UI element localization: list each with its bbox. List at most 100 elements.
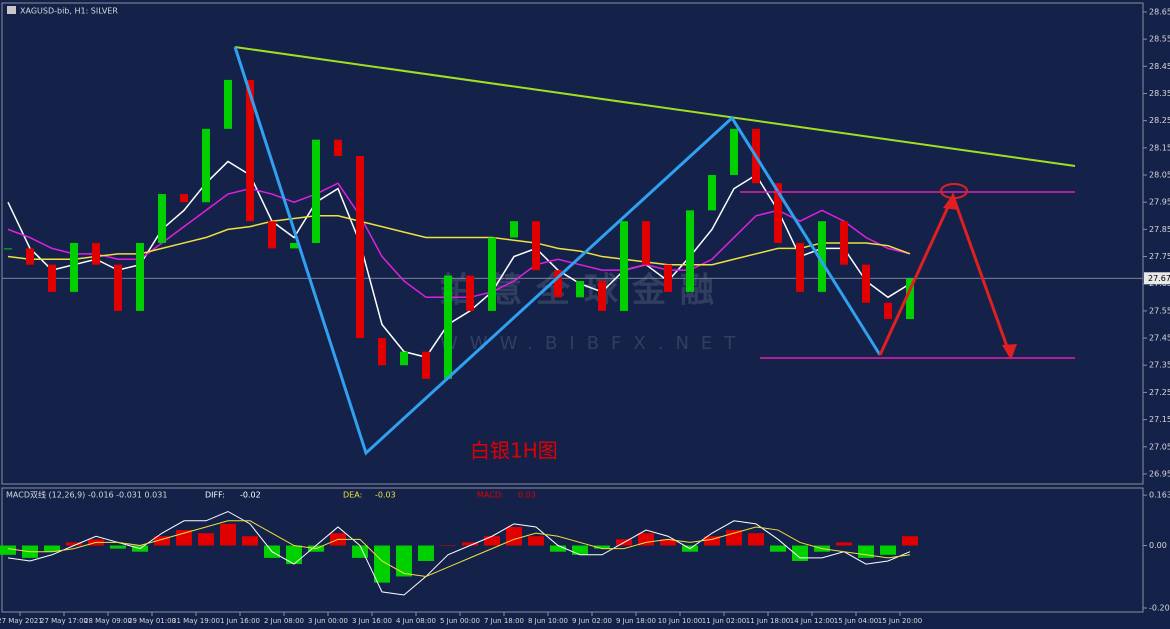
y-tick-label: 27.55 xyxy=(1149,306,1170,315)
macd-bar xyxy=(594,545,610,549)
main-panel xyxy=(1,2,1144,485)
x-tick-label: 15 Jun 20:00 xyxy=(878,617,922,625)
y-tick-label: 28.45 xyxy=(1149,62,1170,71)
candle xyxy=(708,175,716,211)
x-tick-label: 2 Jun 08:00 xyxy=(264,617,304,625)
candle xyxy=(224,79,232,129)
x-tick-label: 28 May 09:00 xyxy=(84,617,132,625)
macd-label: MACD: xyxy=(477,491,504,500)
macd-bar xyxy=(66,542,82,546)
moving-average xyxy=(7,215,911,266)
candle xyxy=(26,248,34,265)
candle xyxy=(730,128,738,176)
last-price-box xyxy=(1144,272,1170,285)
y-tick-label: 26.95 xyxy=(1149,469,1170,478)
candle xyxy=(312,139,320,243)
y-tick-label: 27.45 xyxy=(1149,334,1170,343)
y-tick-label: 27.95 xyxy=(1149,198,1170,207)
candle xyxy=(136,242,144,311)
candle xyxy=(378,338,386,366)
watermark-url: WWW.BIBFX.NET xyxy=(440,333,747,354)
x-tick-label: 11 Jun 18:00 xyxy=(746,617,790,625)
dea-line xyxy=(7,520,911,577)
macd-bar xyxy=(418,545,434,561)
macd-bar xyxy=(572,545,588,555)
candle xyxy=(862,264,870,303)
y-tick-label: 27.15 xyxy=(1149,415,1170,424)
last-price-label: 27.67 xyxy=(1148,274,1170,283)
macd-bar xyxy=(176,530,192,546)
macd-bar xyxy=(484,536,500,546)
symbol-icon xyxy=(7,6,16,14)
y-tick-label: 28.35 xyxy=(1149,89,1170,98)
x-tick-label: 11 Jun 02:00 xyxy=(702,617,746,625)
x-tick-label: 14 Jun 12:00 xyxy=(790,617,834,625)
candle xyxy=(598,281,606,311)
candle xyxy=(532,221,540,271)
macd-bar xyxy=(0,545,16,555)
macd-bar xyxy=(550,545,566,552)
dea-value: -0.03 xyxy=(375,491,396,500)
arrow-head xyxy=(943,194,958,210)
macd-bar xyxy=(396,545,412,577)
candle xyxy=(70,242,78,292)
y-tick-label: 28.65 xyxy=(1149,7,1170,16)
y-tick-label: 27.25 xyxy=(1149,388,1170,397)
candle xyxy=(576,281,584,298)
candle xyxy=(818,221,826,292)
x-tick-label: 10 Jun 10:00 xyxy=(658,617,702,625)
x-tick-label: 9 Jun 18:00 xyxy=(616,617,656,625)
macd-bar xyxy=(44,545,60,552)
macd-bar xyxy=(704,536,720,546)
candle xyxy=(554,270,562,298)
candle xyxy=(884,302,892,320)
y-tick-label: 28.05 xyxy=(1149,171,1170,180)
y-tick-label: 28.25 xyxy=(1149,116,1170,125)
candle xyxy=(620,221,628,311)
candle xyxy=(444,275,452,379)
diff-label: DIFF: xyxy=(205,491,225,500)
x-tick-label: 27 May 2021 xyxy=(0,617,43,625)
arrow-head xyxy=(1002,344,1017,360)
candle xyxy=(510,221,518,238)
candle xyxy=(906,278,914,320)
macd-bar xyxy=(748,533,764,546)
candle xyxy=(92,242,100,265)
x-tick-label: 8 Jun 10:00 xyxy=(528,617,568,625)
macd-bar xyxy=(792,545,808,561)
x-tick-label: 3 Jun 00:00 xyxy=(308,617,348,625)
x-tick-label: 31 May 19:00 xyxy=(172,617,220,625)
y-tick-label: 27.35 xyxy=(1149,361,1170,370)
macd-bar xyxy=(220,523,236,546)
y-tick-label: 28.55 xyxy=(1149,35,1170,44)
y-tick-label: 28.15 xyxy=(1149,143,1170,152)
macd-bar xyxy=(638,533,654,546)
candle xyxy=(114,264,122,311)
x-tick-label: 15 Jun 04:00 xyxy=(834,617,878,625)
trend-line xyxy=(234,46,1076,167)
dea-label: DEA: xyxy=(343,491,362,500)
candle xyxy=(158,194,166,243)
candle xyxy=(796,242,804,292)
macd-bar xyxy=(836,542,852,546)
candle xyxy=(356,155,364,339)
macd-bar xyxy=(726,530,742,546)
macd-bar xyxy=(770,545,786,552)
candle xyxy=(686,210,694,292)
macd-title: MACD双线 (12,26,9) -0.016 -0.031 0.031 xyxy=(6,490,167,500)
candle xyxy=(4,248,12,250)
macd-bar xyxy=(858,545,874,558)
forecast-path xyxy=(878,192,1012,356)
macd-bar xyxy=(286,545,302,565)
x-tick-label: 27 May 17:00 xyxy=(40,617,88,625)
diff-line xyxy=(7,510,911,596)
x-tick-label: 3 Jun 16:00 xyxy=(352,617,392,625)
candle xyxy=(664,264,672,292)
x-tick-label: 9 Jun 02:00 xyxy=(572,617,612,625)
candle xyxy=(246,79,254,222)
candle xyxy=(466,275,474,311)
y-tick-label: 27.05 xyxy=(1149,442,1170,451)
annotation: 白银1H图 xyxy=(470,439,558,463)
macd-bar xyxy=(154,536,170,546)
